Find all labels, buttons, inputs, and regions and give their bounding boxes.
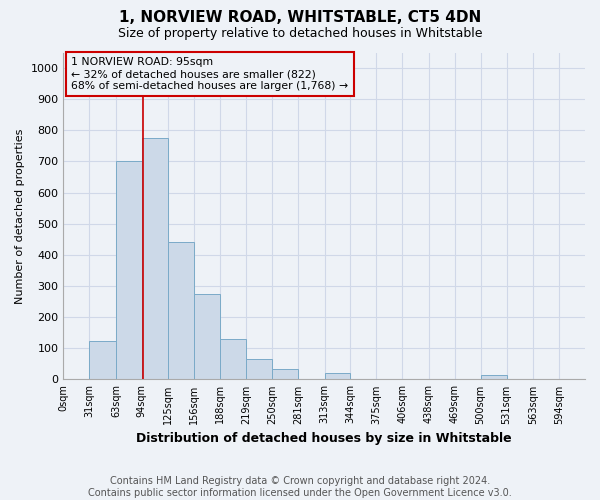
Text: Contains HM Land Registry data © Crown copyright and database right 2024.
Contai: Contains HM Land Registry data © Crown c… [88,476,512,498]
Bar [116,162,142,380]
Bar [89,340,116,380]
Bar [168,242,194,380]
Bar [481,375,506,380]
Text: 1 NORVIEW ROAD: 95sqm
← 32% of detached houses are smaller (822)
68% of semi-det: 1 NORVIEW ROAD: 95sqm ← 32% of detached … [71,58,349,90]
Bar [194,294,220,380]
Y-axis label: Number of detached properties: Number of detached properties [15,128,25,304]
Text: 1, NORVIEW ROAD, WHITSTABLE, CT5 4DN: 1, NORVIEW ROAD, WHITSTABLE, CT5 4DN [119,10,481,25]
Bar [325,373,350,380]
X-axis label: Distribution of detached houses by size in Whitstable: Distribution of detached houses by size … [136,432,512,445]
Text: Size of property relative to detached houses in Whitstable: Size of property relative to detached ho… [118,28,482,40]
Bar [246,359,272,380]
Bar [142,138,168,380]
Bar [220,339,246,380]
Bar [272,368,298,380]
